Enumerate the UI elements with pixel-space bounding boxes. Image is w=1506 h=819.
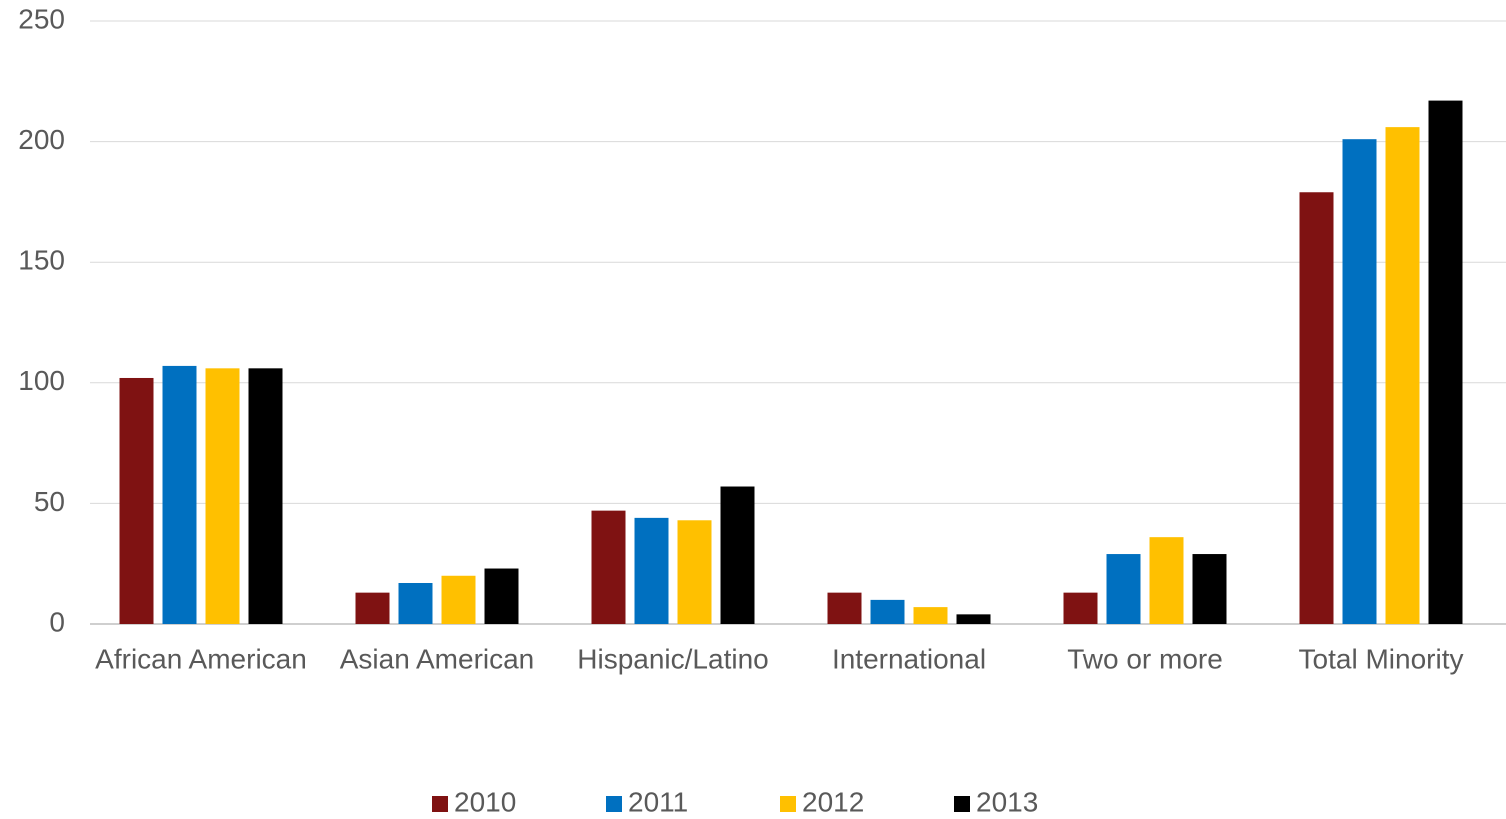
bar: [1149, 537, 1184, 624]
bar: [1106, 554, 1141, 624]
bar: [119, 377, 154, 624]
legend-label: 2012: [802, 786, 864, 817]
legend-swatch: [432, 796, 448, 812]
bar: [441, 575, 476, 624]
bar: [1192, 554, 1227, 624]
bar: [398, 582, 433, 624]
x-tick-label: Two or more: [1067, 643, 1223, 674]
bar: [1342, 139, 1377, 625]
y-tick-label: 150: [18, 245, 65, 276]
x-tick-label: Total Minority: [1299, 643, 1464, 674]
x-tick-label: Hispanic/Latino: [577, 643, 768, 674]
bar: [1299, 192, 1334, 624]
legend-label: 2013: [976, 786, 1038, 817]
bar: [720, 486, 755, 624]
legend-swatch: [780, 796, 796, 812]
legend-swatch: [954, 796, 970, 812]
bar: [677, 520, 712, 624]
bar: [1428, 100, 1463, 624]
bar: [484, 568, 519, 624]
x-tick-label: African American: [95, 643, 307, 674]
bar: [591, 510, 626, 624]
bar: [248, 368, 283, 624]
bar: [1063, 592, 1098, 624]
y-tick-label: 0: [49, 606, 65, 637]
y-tick-label: 100: [18, 365, 65, 396]
bar: [355, 592, 390, 624]
bar: [956, 614, 991, 624]
bar: [162, 365, 197, 624]
bar: [205, 368, 240, 624]
x-tick-label: International: [832, 643, 986, 674]
legend-label: 2011: [628, 786, 688, 817]
bar: [1385, 127, 1420, 625]
x-tick-label: Asian American: [340, 643, 535, 674]
bar: [913, 607, 948, 624]
y-tick-label: 50: [34, 486, 65, 517]
bar: [634, 517, 669, 624]
bar: [870, 599, 905, 624]
legend-swatch: [606, 796, 622, 812]
y-tick-label: 250: [18, 3, 65, 34]
y-tick-label: 200: [18, 124, 65, 155]
bar: [827, 592, 862, 624]
legend-label: 2010: [454, 786, 516, 817]
